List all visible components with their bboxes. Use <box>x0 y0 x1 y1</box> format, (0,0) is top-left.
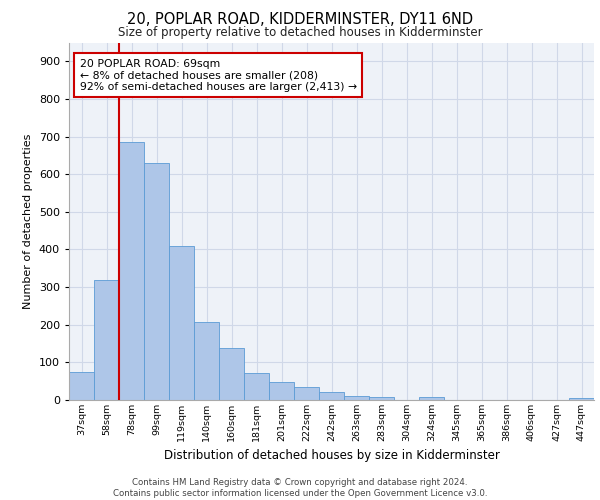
Bar <box>94 280 119 400</box>
Bar <box>369 397 394 400</box>
Bar <box>319 392 344 400</box>
Bar <box>144 163 169 400</box>
Bar <box>69 372 94 400</box>
Bar <box>219 348 244 400</box>
Bar <box>419 397 444 400</box>
X-axis label: Distribution of detached houses by size in Kidderminster: Distribution of detached houses by size … <box>164 450 499 462</box>
Text: 20, POPLAR ROAD, KIDDERMINSTER, DY11 6ND: 20, POPLAR ROAD, KIDDERMINSTER, DY11 6ND <box>127 12 473 28</box>
Bar <box>269 382 294 400</box>
Bar <box>344 396 369 400</box>
Bar <box>244 373 269 400</box>
Text: Size of property relative to detached houses in Kidderminster: Size of property relative to detached ho… <box>118 26 482 39</box>
Bar <box>194 322 219 400</box>
Bar <box>569 398 594 400</box>
Y-axis label: Number of detached properties: Number of detached properties <box>23 134 33 309</box>
Text: Contains HM Land Registry data © Crown copyright and database right 2024.
Contai: Contains HM Land Registry data © Crown c… <box>113 478 487 498</box>
Bar <box>294 387 319 400</box>
Text: 20 POPLAR ROAD: 69sqm
← 8% of detached houses are smaller (208)
92% of semi-deta: 20 POPLAR ROAD: 69sqm ← 8% of detached h… <box>79 58 356 92</box>
Bar <box>169 246 194 400</box>
Bar <box>119 142 144 400</box>
